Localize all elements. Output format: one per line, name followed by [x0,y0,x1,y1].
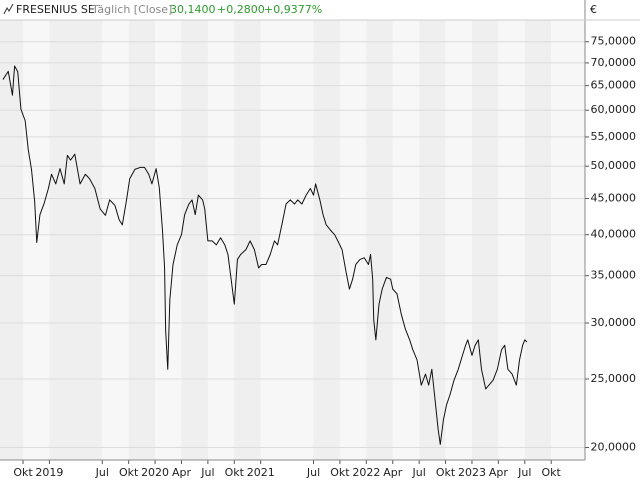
x-tick-label: Apr [172,466,192,479]
y-tick-label: 70,0000 [591,56,637,69]
x-tick-label: Okt [542,466,562,479]
x-tick-label: 2019 [35,466,63,479]
y-tick-label: 25,0000 [591,372,637,385]
x-tick-label: Jul [200,466,214,479]
x-tick-label: Jul [517,466,531,479]
y-tick-label: 20,0000 [591,440,637,453]
x-tick-label: Okt [225,466,245,479]
x-tick-label: Apr [489,466,509,479]
chart-title: FRESENIUS SE [16,3,95,16]
line-icon [3,3,14,15]
band [234,20,261,460]
y-tick-label: 30,0000 [591,316,637,329]
y-tick-label: 45,0000 [591,192,637,205]
band [419,20,446,460]
x-tick-label: Okt [119,466,139,479]
band [498,20,525,460]
band [155,20,182,460]
band [0,20,24,460]
bands [0,20,585,460]
band [313,20,340,460]
x-tick-label: Jul [412,466,426,479]
band [260,20,314,460]
band [551,20,585,460]
y-tick-label: 40,0000 [591,228,637,241]
x-tick-label: Okt [436,466,456,479]
band [366,20,393,460]
x-tick-label: Jul [306,466,320,479]
x-tick-label: Okt [13,466,33,479]
band [524,20,552,460]
last-price: 30,1400 [170,3,216,16]
y-unit: € [590,3,597,16]
x-tick-label: 2021 [247,466,275,479]
band [207,20,235,460]
band [49,20,103,460]
x-tick-label: 2020 [141,466,169,479]
chart-subtitle: Täglich [Close] [91,3,172,16]
y-tick-label: 35,0000 [591,269,637,282]
band [445,20,472,460]
x-tick-label: 2023 [458,466,486,479]
band [339,20,367,460]
band [128,20,156,460]
change: +0,2800 [217,3,265,16]
y-tick-label: 60,0000 [591,103,637,116]
x-tick-label: Apr [383,466,403,479]
y-tick-label: 75,0000 [591,35,637,48]
x-tick-label: Jul [95,466,109,479]
band [392,20,420,460]
y-tick-label: 55,0000 [591,130,637,143]
x-tick-label: Okt [330,466,350,479]
band [181,20,208,460]
x-tick-label: 2022 [352,466,380,479]
y-tick-label: 50,0000 [591,159,637,172]
band [102,20,129,460]
y-tick-label: 65,0000 [591,79,637,92]
price-line [2,65,528,445]
change-percent: +0,9377% [264,3,322,16]
